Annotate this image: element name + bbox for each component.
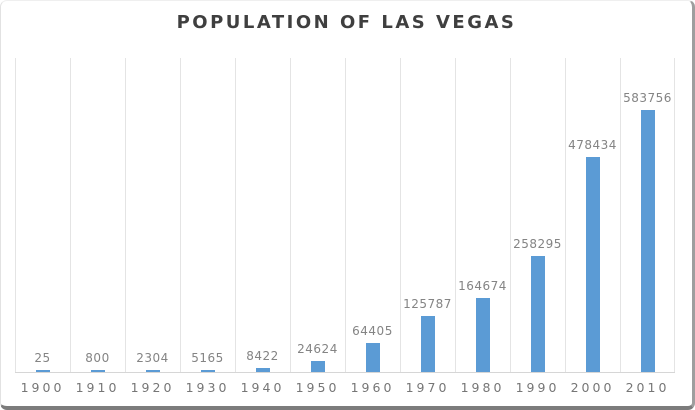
- x-axis-labels: 1900 1910 1920 1930 1940 1950 1960 1970 1980 1990…: [15, 380, 675, 395]
- x-axis-label-1980: 1980: [460, 380, 505, 395]
- bar-2000: [585, 157, 600, 372]
- gridline: [455, 58, 456, 372]
- data-label-1990: 258295: [513, 237, 562, 252]
- bar-column-2010: 583756: [620, 58, 675, 372]
- x-axis-label-1970: 1970: [405, 380, 450, 395]
- bar-column-1950: 24624: [290, 58, 345, 372]
- data-label-1980: 164674: [458, 279, 507, 294]
- data-label-1910: 800: [85, 351, 110, 365]
- gridline: [400, 58, 401, 372]
- bar-1980: [475, 298, 490, 372]
- x-axis-label-1990: 1990: [515, 380, 560, 395]
- bar-2010: [640, 110, 655, 372]
- data-label-1920: 2304: [136, 351, 169, 365]
- bar-column-1900: 25: [15, 58, 70, 372]
- bar-1900: [35, 370, 50, 372]
- data-label-1950: 24624: [297, 341, 338, 356]
- bars-layer: 25 800 2304 5165 8422 24624 64405 125787 164674 2…: [15, 58, 675, 372]
- gridline: [674, 58, 675, 372]
- chart-title: POPULATION OF LAS VEGAS: [176, 12, 517, 33]
- bar-column-1980: 164674: [455, 58, 510, 372]
- x-axis-label-2010: 2010: [625, 380, 670, 395]
- x-axis-label-1920: 1920: [130, 380, 175, 395]
- gridlines-layer: [15, 58, 675, 372]
- bar-1920: [145, 370, 160, 372]
- bar-column-1920: 2304: [125, 58, 180, 372]
- data-label-1940: 8422: [246, 349, 279, 364]
- bar-1940: [255, 368, 270, 372]
- gridline: [180, 58, 181, 372]
- data-label-1970: 125787: [403, 296, 452, 311]
- data-label-2010: 583756: [623, 91, 672, 106]
- gridline: [620, 58, 621, 372]
- gridline: [565, 58, 566, 372]
- bar-1970: [420, 315, 435, 372]
- x-axis-label-1910: 1910: [75, 380, 120, 395]
- bar-column-1970: 125787: [400, 58, 455, 372]
- gridline: [345, 58, 346, 372]
- bar-1960: [365, 343, 380, 372]
- gridline: [235, 58, 236, 372]
- bar-1930: [200, 369, 215, 372]
- data-label-1900: 25: [34, 351, 51, 365]
- bar-column-1990: 258295: [510, 58, 565, 372]
- x-axis-label-1930: 1930: [185, 380, 230, 395]
- gridline: [510, 58, 511, 372]
- bar-column-1960: 64405: [345, 58, 400, 372]
- bar-column-1910: 800: [70, 58, 125, 372]
- bar-column-1930: 5165: [180, 58, 235, 372]
- x-axis-label-1900: 1900: [20, 380, 65, 395]
- bar-1990: [530, 256, 545, 372]
- plot-area: 25 800 2304 5165 8422 24624 64405 125787 164674 2…: [15, 58, 675, 373]
- data-label-2000: 478434: [568, 138, 617, 153]
- gridline: [70, 58, 71, 372]
- x-axis-label-1950: 1950: [295, 380, 340, 395]
- data-label-1930: 5165: [191, 350, 224, 365]
- gridline: [290, 58, 291, 372]
- x-axis-label-1960: 1960: [350, 380, 395, 395]
- x-axis-label-2000: 2000: [570, 380, 615, 395]
- bar-column-2000: 478434: [565, 58, 620, 372]
- data-label-1960: 64405: [352, 324, 393, 339]
- bar-1910: [90, 370, 105, 372]
- bar-column-1940: 8422: [235, 58, 290, 372]
- gridline: [125, 58, 126, 372]
- gridline: [15, 58, 16, 372]
- x-axis-label-1940: 1940: [240, 380, 285, 395]
- bar-1950: [310, 361, 325, 372]
